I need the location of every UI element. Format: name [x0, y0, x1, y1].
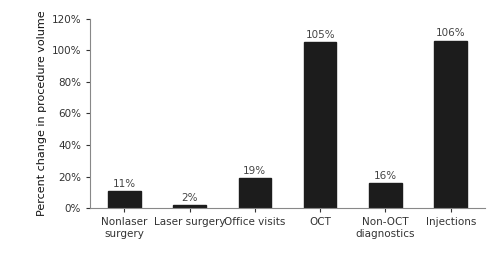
Bar — [369, 183, 402, 208]
Text: 106%: 106% — [436, 29, 466, 38]
Bar — [434, 41, 467, 208]
Bar — [173, 205, 206, 208]
Bar — [238, 178, 271, 208]
Y-axis label: Percent change in procedure volume: Percent change in procedure volume — [37, 11, 47, 216]
Text: 16%: 16% — [374, 171, 397, 180]
Text: 105%: 105% — [306, 30, 335, 40]
Text: 2%: 2% — [182, 193, 198, 203]
Bar — [108, 191, 140, 208]
Text: 19%: 19% — [244, 166, 266, 176]
Text: 11%: 11% — [112, 179, 136, 189]
Bar — [304, 42, 336, 208]
